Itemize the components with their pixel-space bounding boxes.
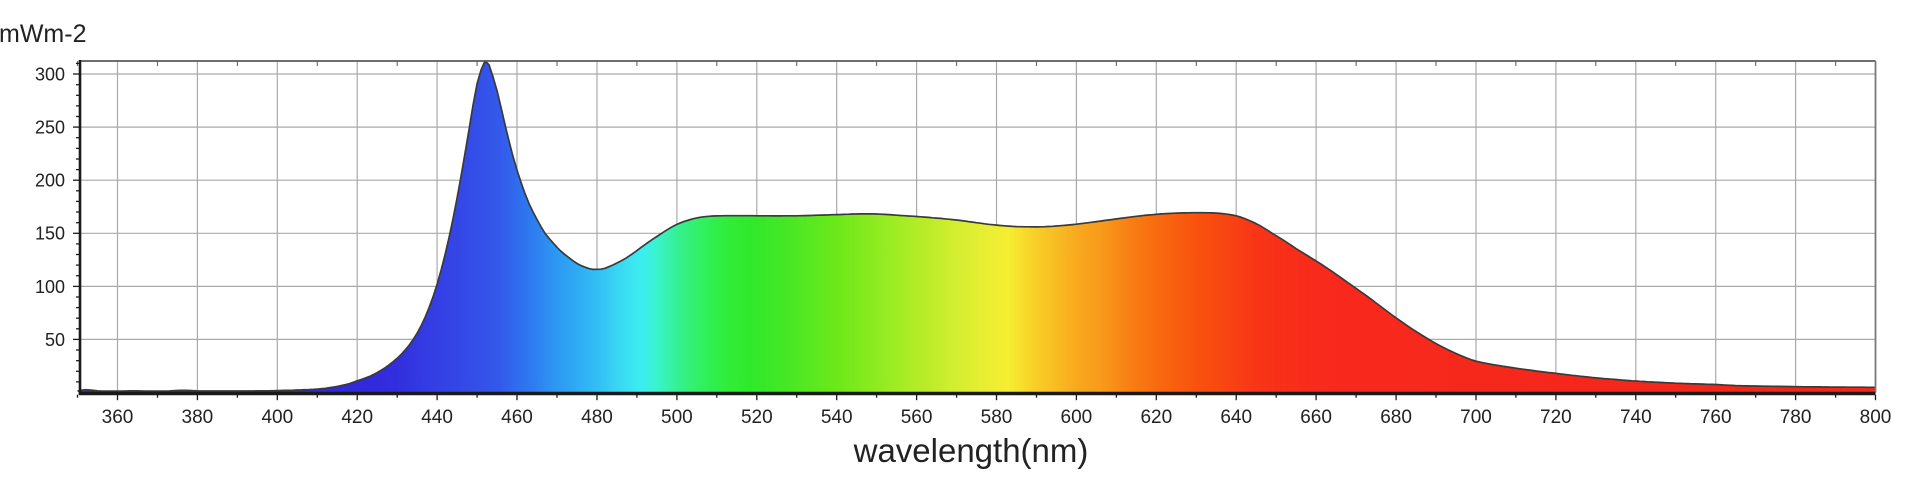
- svg-text:460: 460: [501, 407, 533, 428]
- svg-text:150: 150: [35, 224, 65, 244]
- svg-text:400: 400: [261, 407, 293, 428]
- svg-text:720: 720: [1540, 407, 1572, 428]
- svg-text:800: 800: [1860, 407, 1892, 428]
- svg-text:560: 560: [901, 407, 933, 428]
- svg-text:500: 500: [661, 407, 693, 428]
- svg-text:50: 50: [45, 330, 65, 350]
- svg-text:660: 660: [1300, 407, 1332, 428]
- svg-text:250: 250: [35, 118, 65, 138]
- svg-text:520: 520: [741, 407, 773, 428]
- svg-text:640: 640: [1220, 407, 1252, 428]
- svg-text:360: 360: [102, 407, 134, 428]
- svg-text:100: 100: [35, 277, 65, 297]
- svg-text:200: 200: [35, 171, 65, 191]
- svg-text:740: 740: [1620, 407, 1652, 428]
- svg-text:mWm-2: mWm-2: [0, 20, 86, 48]
- svg-text:780: 780: [1780, 407, 1812, 428]
- svg-text:480: 480: [581, 407, 613, 428]
- svg-text:580: 580: [981, 407, 1013, 428]
- svg-text:700: 700: [1460, 407, 1492, 428]
- svg-text:760: 760: [1700, 407, 1732, 428]
- svg-text:wavelength(nm): wavelength(nm): [853, 432, 1089, 469]
- svg-text:600: 600: [1061, 407, 1093, 428]
- svg-text:680: 680: [1380, 407, 1412, 428]
- svg-text:420: 420: [341, 407, 373, 428]
- svg-text:620: 620: [1140, 407, 1172, 428]
- svg-text:440: 440: [421, 407, 453, 428]
- svg-text:540: 540: [821, 407, 853, 428]
- svg-text:380: 380: [182, 407, 214, 428]
- svg-text:300: 300: [35, 64, 65, 84]
